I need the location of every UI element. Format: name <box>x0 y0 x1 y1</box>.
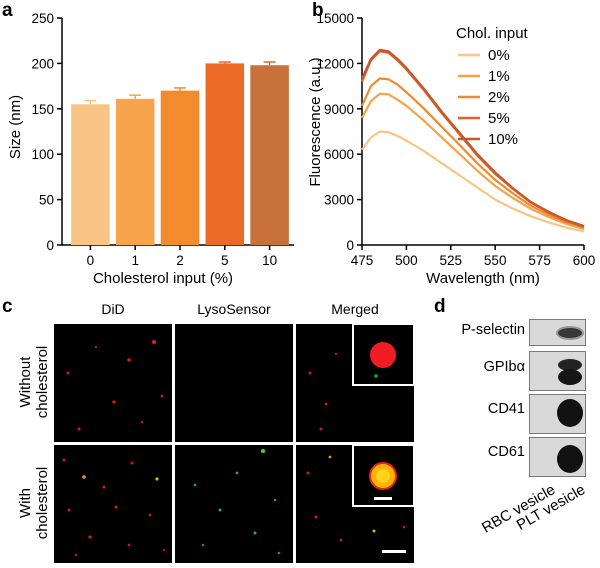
blot-strip-gpiba <box>529 351 586 391</box>
micrograph-lysosensor-with <box>175 445 293 563</box>
line-chart: 0 3000 6000 9000 12000 15000 475 500 525 550 575 60… <box>307 11 595 287</box>
line-x-tick-label: 475 <box>351 253 374 268</box>
bar <box>115 98 155 245</box>
series-line <box>360 77 585 229</box>
series-line <box>361 92 585 231</box>
line-chart-ylabel: Fluorescence (a.u.) <box>307 57 324 186</box>
line-x-tick-label: 575 <box>528 253 551 268</box>
line-y-tick-label: 0 <box>346 238 354 253</box>
blot-strip-p-selectin <box>529 319 586 346</box>
column-label-merged: Merged <box>331 301 379 317</box>
bar-chart-bars <box>71 61 289 246</box>
line-y-tick-label: 3000 <box>324 193 354 208</box>
line-y-tick-label: 15000 <box>316 11 354 26</box>
series-line <box>361 130 585 233</box>
panel-letter-b: b <box>312 0 324 21</box>
line-y-tick-label: 12000 <box>316 56 354 71</box>
panel-letter-c: c <box>2 296 13 317</box>
line-y-tick-label: 9000 <box>324 102 354 117</box>
bar-y-tick-label: 100 <box>31 147 54 162</box>
bar-x-tick-label: 0 <box>87 253 95 268</box>
line-x-tick-label: 500 <box>395 253 418 268</box>
bar <box>160 90 200 245</box>
column-label-did: DiD <box>101 301 125 317</box>
line-x-tick-label: 525 <box>440 253 463 268</box>
blot-label-cd61: CD61 <box>487 444 525 460</box>
bar-x-tick-label: 1 <box>131 253 139 268</box>
bar-x-tick-label: 10 <box>262 253 277 268</box>
legend-entry: 2% <box>488 89 510 106</box>
micrograph-lysosensor-without <box>175 324 293 442</box>
bar-x-tick-label: 2 <box>176 253 184 268</box>
legend-entry: 10% <box>488 131 518 148</box>
legend-entry: 0% <box>488 47 510 64</box>
bar-x-tick-label: 5 <box>221 253 229 268</box>
bar-chart-ylabel: Size (nm) <box>7 95 24 159</box>
bar-y-tick-label: 200 <box>31 56 54 71</box>
line-chart-legend: Chol. input 0% 1% 2% 5% 10% <box>456 25 529 148</box>
blot-label-cd41: CD41 <box>487 401 525 417</box>
bar <box>205 63 245 246</box>
line-chart-series <box>360 48 585 233</box>
bar-y-tick-label: 150 <box>31 102 54 117</box>
micrograph-merged-without <box>296 323 415 442</box>
line-chart-axes: 0 3000 6000 9000 12000 15000 475 500 525 550 575 60… <box>316 11 595 268</box>
bar-y-tick-label: 250 <box>31 11 54 26</box>
blot-strip-cd61 <box>529 437 586 477</box>
row-label-without-cholesterol: Without cholesterol <box>17 345 51 419</box>
micrograph-merged-with <box>296 444 415 563</box>
bar-y-tick-label: 0 <box>46 238 54 253</box>
legend-title: Chol. input <box>456 25 529 42</box>
blot-label-p-selectin: P-selectin <box>461 322 525 338</box>
line-x-tick-label: 600 <box>573 253 596 268</box>
bar-y-tick-label: 50 <box>39 193 54 208</box>
legend-entry: 5% <box>488 110 510 127</box>
bar <box>71 104 110 245</box>
line-chart-xlabel: Wavelength (nm) <box>426 270 540 287</box>
inset-scale-bar <box>374 497 392 500</box>
panel-letter-d: d <box>434 296 446 317</box>
panel-letter-a: a <box>2 0 13 21</box>
column-label-lysosensor: LysoSensor <box>197 301 271 317</box>
legend-entry: 1% <box>488 68 510 85</box>
row-label-with-cholesterol: With cholesterol <box>17 466 51 540</box>
bar-chart: 0 50 100 150 200 250 0 1 2 5 10 Cholesterol input … <box>7 11 294 287</box>
bar-chart-xlabel: Cholesterol input (%) <box>93 270 233 287</box>
line-x-tick-label: 550 <box>484 253 507 268</box>
blot-label-gpiba: GPIbα <box>483 359 525 375</box>
series-line <box>360 48 585 228</box>
blot-strip-cd41 <box>529 394 586 434</box>
scale-bar <box>382 550 406 553</box>
bar <box>250 65 289 245</box>
micrograph-did-with <box>54 445 172 563</box>
micrograph-did-without <box>54 324 172 442</box>
line-y-tick-label: 6000 <box>324 147 354 162</box>
